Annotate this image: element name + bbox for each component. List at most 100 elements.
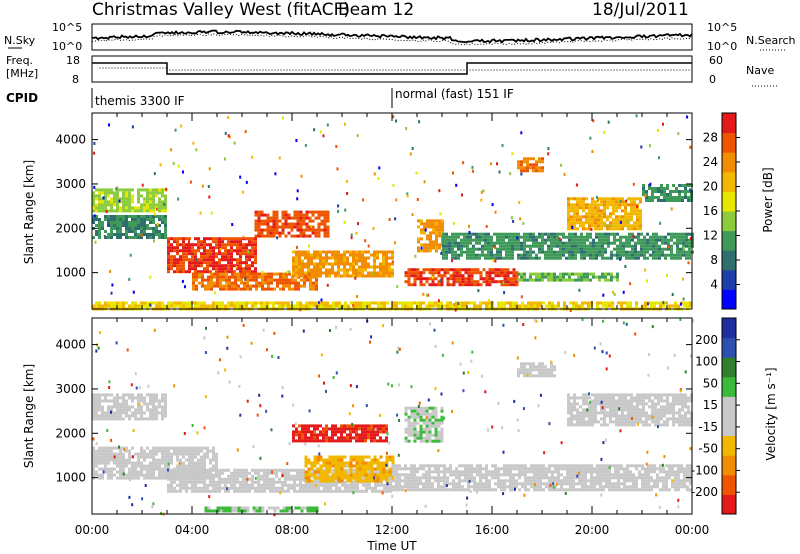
heatmap-cell: [310, 467, 314, 471]
heatmap-cell: [670, 256, 673, 260]
heatmap-cell: [245, 237, 248, 241]
heatmap-cell: [582, 209, 585, 213]
heatmap-cell: [636, 224, 639, 228]
heatmap-cell: [207, 275, 210, 279]
heatmap-cell: [182, 255, 185, 259]
heatmap-cell: [355, 461, 359, 465]
heatmap-noise-point: [597, 199, 599, 203]
heatmap-cell: [553, 253, 556, 257]
heatmap-cell: [242, 474, 245, 478]
heatmap-cell: [176, 483, 179, 487]
heatmap-cell: [240, 272, 243, 276]
heatmap-cell: [143, 396, 146, 400]
heatmap-cell: [161, 200, 164, 204]
heatmap-cell: [131, 221, 134, 224]
heatmap-cell: [143, 476, 146, 480]
heatmap-cell: [287, 489, 290, 493]
heatmap-noise-point: [274, 172, 277, 176]
heatmap-cell: [603, 206, 606, 210]
heatmap-cell: [308, 219, 312, 223]
heatmap-cell: [146, 200, 149, 204]
heatmap-cell: [545, 304, 548, 308]
heatmap-cell: [209, 258, 212, 262]
heatmap-cell: [125, 218, 128, 221]
heatmap-cell: [547, 238, 550, 242]
heatmap-cell: [134, 461, 137, 465]
heatmap-cell: [508, 244, 511, 248]
heatmap-cell: [364, 455, 368, 459]
heatmap-cell: [209, 304, 212, 308]
heatmap-cell: [589, 247, 592, 251]
heatmap-cell: [203, 270, 206, 274]
colorbar-tick-label: 24: [703, 155, 718, 169]
heatmap-cell: [567, 218, 570, 222]
heatmap-cell: [200, 468, 203, 472]
heatmap-cell: [326, 231, 330, 235]
heatmap-cell: [311, 228, 315, 232]
heatmap-cell: [298, 256, 301, 260]
heatmap-cell: [571, 238, 574, 242]
heatmap-cell: [194, 455, 197, 459]
heatmap-cell: [580, 278, 583, 282]
heatmap-noise-point: [208, 167, 211, 171]
heatmap-cell: [600, 203, 603, 207]
heatmap-noise-point: [319, 130, 322, 134]
nsky-label: N.Sky: [4, 34, 36, 47]
heatmap-cell: [291, 281, 294, 285]
heatmap-cell: [191, 471, 194, 475]
heatmap-cell: [164, 470, 167, 474]
heatmap-cell: [98, 408, 101, 412]
heatmap-cell: [407, 482, 410, 486]
heatmap-cell: [254, 480, 257, 484]
heatmap-cell: [425, 268, 429, 272]
heatmap-cell: [188, 486, 191, 490]
heatmap-cell: [95, 461, 98, 465]
heatmap-cell: [666, 187, 669, 190]
heatmap-cell: [200, 446, 203, 450]
heatmap-cell: [251, 477, 254, 481]
heatmap-cell: [382, 427, 385, 431]
heatmap-cell: [263, 474, 266, 478]
heatmap-cell: [542, 301, 545, 305]
heatmap-cell: [251, 468, 254, 472]
heatmap-cell: [222, 275, 225, 279]
heatmap-cell: [119, 464, 122, 468]
heatmap-cell: [479, 304, 482, 308]
heatmap-noise-point: [547, 147, 550, 151]
heatmap-cell: [607, 241, 610, 245]
heatmap-noise-point: [406, 194, 409, 198]
heatmap-cell: [358, 250, 361, 254]
heatmap-cell: [636, 215, 639, 219]
heatmap-cell: [161, 458, 164, 462]
heatmap-cell: [585, 212, 588, 216]
heatmap-cell: [598, 238, 601, 242]
heatmap-cell: [407, 476, 410, 480]
heatmap-cell: [464, 268, 468, 272]
heatmap-cell: [435, 237, 438, 241]
heatmap-cell: [301, 436, 304, 440]
heatmap-cell: [467, 283, 471, 287]
heatmap-cell: [624, 224, 627, 228]
heatmap-noise-point: [199, 211, 202, 215]
heatmap-cell: [601, 247, 604, 251]
heatmap-cell: [230, 243, 233, 247]
heatmap-cell: [334, 259, 337, 263]
heatmap-cell: [182, 446, 185, 450]
heatmap-cell: [328, 262, 331, 266]
heatmap-cell: [340, 467, 344, 471]
heatmap-noise-point: [602, 293, 605, 297]
heatmap-cell: [445, 241, 448, 245]
heatmap-cell: [398, 479, 401, 483]
heatmap-cell: [113, 218, 116, 221]
heatmap-cell: [529, 278, 532, 282]
heatmap-cell: [119, 461, 122, 465]
heatmap-cell: [198, 281, 201, 285]
heatmap-cell: [370, 476, 374, 480]
heatmap-cell: [463, 241, 466, 245]
heatmap-cell: [176, 477, 179, 481]
heatmap-cell: [149, 393, 152, 397]
heatmap-cell: [649, 238, 652, 242]
heatmap-cell: [92, 414, 95, 418]
heatmap-cell: [110, 236, 113, 239]
heatmap-cell: [209, 264, 212, 268]
